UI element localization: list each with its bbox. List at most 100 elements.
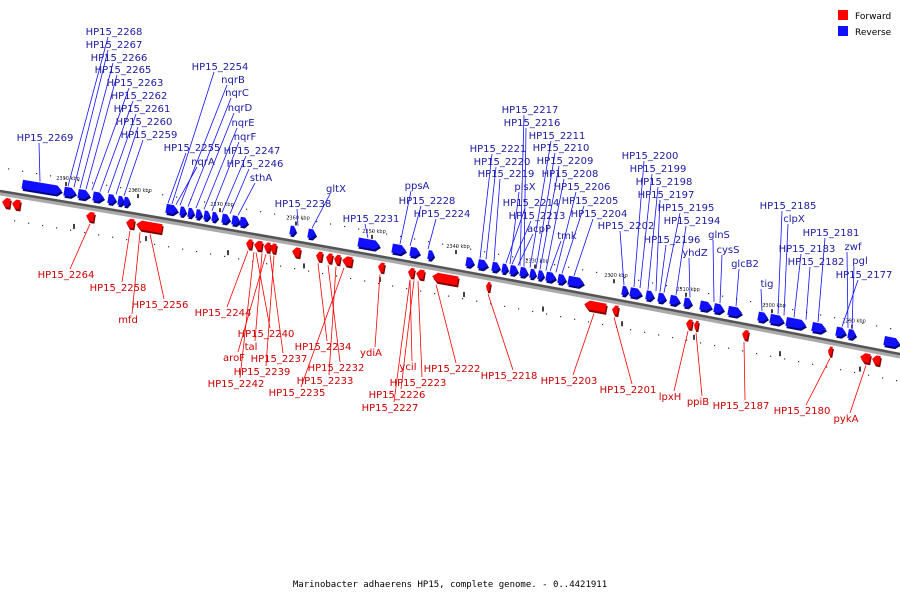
reverse-gene-label: HP15_2261 (114, 104, 171, 115)
reverse-leader-line (805, 266, 811, 320)
tick-dot (224, 255, 226, 257)
forward-gene (584, 300, 608, 315)
tick-dot (568, 266, 570, 268)
scale-tick-label: 2320 kbp (604, 273, 628, 279)
reverse-genes (21, 179, 900, 350)
tick-dot (848, 319, 850, 322)
tick-dot (826, 366, 828, 368)
tick-dot (196, 250, 198, 253)
legend-forward-label: Forward (855, 12, 891, 22)
forward-gene-label: aroF (223, 353, 245, 364)
forward-leader-line (149, 234, 165, 300)
scale-tick-label: 2340 kbp (446, 244, 470, 250)
reverse-leader-line (107, 113, 137, 194)
tick-dot (280, 265, 282, 267)
scale-tick-label: 2380 kbp (128, 188, 152, 194)
tick-dot (462, 298, 464, 300)
forward-leader-line (226, 250, 249, 308)
forward-leader-line (695, 332, 703, 397)
forward-leader-line (417, 281, 423, 378)
tick-dot (288, 216, 290, 218)
reverse-leader-line (399, 190, 412, 245)
forward-gene-label: HP15_2233 (297, 376, 354, 387)
tick-dot (106, 184, 108, 186)
reverse-gene-label: HP15_2228 (399, 196, 456, 207)
tick-dot (302, 218, 304, 220)
reverse-leader-line (517, 233, 534, 266)
reverse-gene-label: HP15_2268 (86, 27, 143, 38)
tick-dot (490, 303, 492, 305)
tick-dot (518, 308, 520, 310)
reverse-gene-label: HP15_2182 (788, 257, 845, 268)
reverse-gene-label: HP15_2195 (658, 203, 715, 214)
tick-dot (260, 211, 262, 213)
forward-gene (326, 253, 334, 265)
reverse-gene-label: HP15_2194 (664, 216, 721, 227)
forward-gene-label: mfd (118, 315, 138, 326)
forward-leader-line (743, 341, 746, 401)
reverse-leader-line (735, 268, 740, 307)
tick-dot (322, 272, 324, 275)
reverse-gene (769, 313, 785, 327)
forward-gene-label: HP15_2256 (132, 300, 189, 311)
tick-dot (274, 213, 276, 215)
reverse-gene (477, 259, 490, 272)
reverse-gene (239, 216, 250, 229)
reverse-gene (785, 316, 807, 331)
reverse-leader-line (229, 168, 250, 215)
forward-gene-label: HP15_2187 (713, 401, 770, 412)
tick-dot (686, 339, 688, 341)
forward-gene-label: yciI (399, 362, 416, 373)
forward-gene (416, 269, 426, 282)
forward-gene-label: HP15_2232 (308, 363, 365, 374)
reverse-gene-label: HP15_2196 (644, 235, 701, 246)
legend-reverse-swatch (838, 26, 848, 36)
reverse-gene (757, 311, 770, 324)
reverse-gene-label: HP15_2205 (562, 196, 619, 207)
tick-dot (22, 170, 24, 172)
reverse-gene-label: acpP (527, 224, 551, 235)
forward-genes (2, 197, 882, 368)
tick-dot (750, 300, 752, 303)
reverse-gene-label: HP15_2185 (760, 201, 817, 212)
reverse-gene-label: HP15_2220 (474, 157, 531, 168)
legend: Forward Reverse (838, 10, 892, 38)
tick-dot (554, 264, 556, 266)
tick-dot (756, 352, 758, 355)
reverse-leader-line (783, 223, 789, 316)
reverse-leader-line (171, 71, 215, 204)
reverse-leader-line (846, 251, 849, 328)
reverse-gene-label: HP15_2231 (343, 214, 400, 225)
forward-leader-line (400, 280, 415, 390)
reverse-gene-label: glcB2 (731, 259, 759, 270)
tick-dot (596, 271, 598, 274)
forward-leader-line (328, 266, 337, 376)
forward-leader-line (409, 279, 413, 362)
tick-dot (630, 329, 632, 331)
forward-gene (264, 242, 272, 255)
reverse-leader-line (545, 178, 565, 271)
tick-dot (168, 246, 170, 248)
reverse-leader-line (409, 205, 422, 246)
reverse-gene-label: HP15_2269 (17, 133, 74, 144)
forward-gene (378, 262, 386, 275)
reverse-gene-label: plsX (514, 182, 535, 193)
tick-dot (154, 243, 156, 245)
reverse-gene-label: HP15_2181 (803, 228, 860, 239)
forward-gene-label: HP15_2227 (362, 403, 419, 414)
reverse-gene-label: HP15_2254 (192, 62, 249, 73)
genome-caption: Marinobacter adhaerens HP15, complete ge… (293, 580, 607, 590)
reverse-label-leaders (38, 36, 859, 329)
tick-dot (112, 236, 114, 238)
legend-forward-swatch (838, 10, 848, 20)
tick-dot (98, 234, 100, 236)
tick-dot (42, 224, 44, 227)
reverse-gene-label: HP15_2265 (95, 65, 152, 76)
forward-gene-label: HP15_2240 (238, 329, 295, 340)
reverse-gene-label: gltX (326, 184, 346, 195)
tick-dot (812, 363, 814, 365)
forward-gene (872, 355, 882, 368)
reverse-gene-label: HP15_2267 (86, 40, 143, 51)
reverse-leader-line (505, 207, 526, 264)
reverse-gene-label: nqrF (234, 132, 257, 143)
